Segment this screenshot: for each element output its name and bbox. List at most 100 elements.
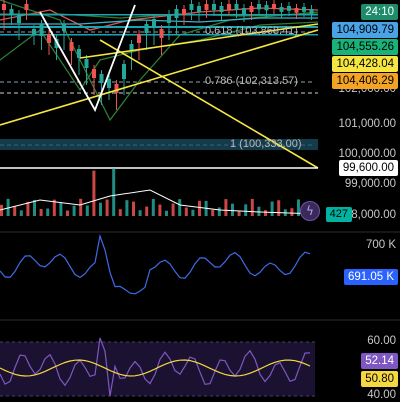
candle-body bbox=[182, 9, 186, 15]
price-label: 104,428.04 bbox=[332, 56, 398, 72]
volume-ma-line bbox=[0, 189, 319, 215]
volume-bar bbox=[99, 202, 102, 216]
volume-bar bbox=[158, 204, 162, 216]
rsi-ma-value-label: 50.80 bbox=[361, 371, 398, 387]
volume-bar bbox=[112, 168, 116, 216]
volume-bar bbox=[52, 199, 56, 216]
candle-body bbox=[144, 24, 149, 33]
candle-body bbox=[84, 59, 89, 68]
volume-bar bbox=[184, 207, 188, 216]
volume-bar bbox=[277, 200, 281, 216]
volume-bar bbox=[132, 201, 135, 216]
price-label: 104,406.29 bbox=[332, 73, 398, 89]
volume-bar bbox=[33, 200, 36, 216]
y-tick: 100,000.00 bbox=[338, 148, 396, 160]
candle-body bbox=[302, 7, 306, 12]
volume-bar bbox=[26, 201, 30, 216]
volume-bar bbox=[257, 206, 261, 216]
volume-bar bbox=[13, 206, 17, 216]
volume-bar bbox=[237, 210, 241, 216]
moving-average-line bbox=[0, 17, 318, 25]
volume-bar bbox=[264, 210, 267, 216]
volume-bar bbox=[105, 199, 109, 216]
y-tick: 101,000.00 bbox=[338, 118, 396, 130]
candle-body bbox=[189, 4, 194, 10]
candle-body bbox=[234, 4, 239, 10]
volume-bar bbox=[270, 201, 274, 216]
trendline bbox=[0, 29, 319, 126]
candle-body bbox=[167, 14, 171, 23]
volume-bar bbox=[0, 204, 3, 216]
volume-bar bbox=[171, 203, 175, 216]
indicator-value-label: 691.05 K bbox=[343, 269, 398, 285]
lightning-icon[interactable]: ϟ bbox=[300, 201, 320, 221]
candle-body bbox=[77, 49, 81, 58]
volume-bar bbox=[19, 210, 23, 216]
candle-body bbox=[122, 64, 126, 79]
candle-body bbox=[54, 39, 59, 48]
fib-label: 0.786 (102,313.57) bbox=[205, 75, 298, 87]
fib-band bbox=[0, 14, 318, 16]
trendline bbox=[79, 23, 319, 59]
y-tick: 60.00 bbox=[367, 335, 396, 347]
candle-body bbox=[174, 9, 179, 18]
rsi-ma-line bbox=[0, 359, 311, 377]
price-label-countdown: 24:10 bbox=[361, 4, 398, 20]
candle-body bbox=[152, 19, 156, 28]
y-tick: 98,000.00 bbox=[344, 209, 396, 221]
candle-body bbox=[69, 42, 74, 51]
volume-bar bbox=[66, 210, 69, 216]
volume-bar bbox=[72, 205, 76, 216]
volume-bar bbox=[79, 198, 83, 216]
volume-bar bbox=[6, 198, 10, 216]
price-label: 104,555.26 bbox=[332, 39, 398, 55]
fib-label: 1 (100,333.00) bbox=[230, 138, 302, 150]
volume-bar bbox=[46, 208, 50, 216]
pattern-line bbox=[39, 4, 136, 113]
volume-bar bbox=[145, 206, 149, 216]
volume-bar bbox=[165, 210, 168, 216]
candle-body bbox=[294, 8, 299, 13]
volume-bar bbox=[297, 199, 300, 216]
candle-body bbox=[62, 24, 66, 32]
candle-body bbox=[47, 34, 51, 43]
candle-body bbox=[264, 5, 269, 11]
rsi-band bbox=[0, 342, 315, 396]
candle-body bbox=[309, 9, 314, 14]
volume-bar bbox=[250, 198, 254, 216]
y-tick: 700 K bbox=[365, 239, 396, 251]
volume-bar bbox=[85, 205, 89, 216]
fib-label: 0.618 (103,868.41) bbox=[205, 25, 298, 37]
candle-body bbox=[227, 4, 231, 10]
candle-body bbox=[32, 29, 36, 35]
volume-bar bbox=[198, 200, 201, 216]
candle-body bbox=[9, 9, 14, 15]
y-tick: 99,000.00 bbox=[344, 178, 396, 190]
trendline bbox=[99, 39, 319, 169]
candle-body bbox=[137, 34, 141, 43]
candle-body bbox=[24, 4, 29, 10]
volume-bar bbox=[290, 208, 294, 216]
candle-body bbox=[39, 24, 44, 36]
volume-bar bbox=[138, 210, 142, 216]
candle-body bbox=[204, 4, 209, 10]
obv-line bbox=[0, 233, 311, 295]
rsi-value-label: 52.14 bbox=[361, 353, 398, 369]
volume-bar bbox=[178, 199, 182, 216]
candle-body bbox=[287, 6, 291, 11]
candle-body bbox=[107, 79, 111, 88]
candle-body bbox=[272, 4, 276, 9]
volume-bar bbox=[211, 209, 215, 216]
candle-body bbox=[17, 14, 21, 23]
volume-bar bbox=[125, 200, 129, 216]
candle-body bbox=[159, 29, 164, 38]
fib-band bbox=[0, 26, 318, 28]
candle-body bbox=[212, 4, 216, 10]
volume-bar bbox=[191, 209, 195, 216]
volume-bar bbox=[224, 199, 228, 216]
volume-bar bbox=[244, 204, 248, 216]
fib-zone bbox=[0, 139, 318, 150]
volume-bar bbox=[39, 208, 43, 216]
candle-body bbox=[197, 6, 201, 12]
